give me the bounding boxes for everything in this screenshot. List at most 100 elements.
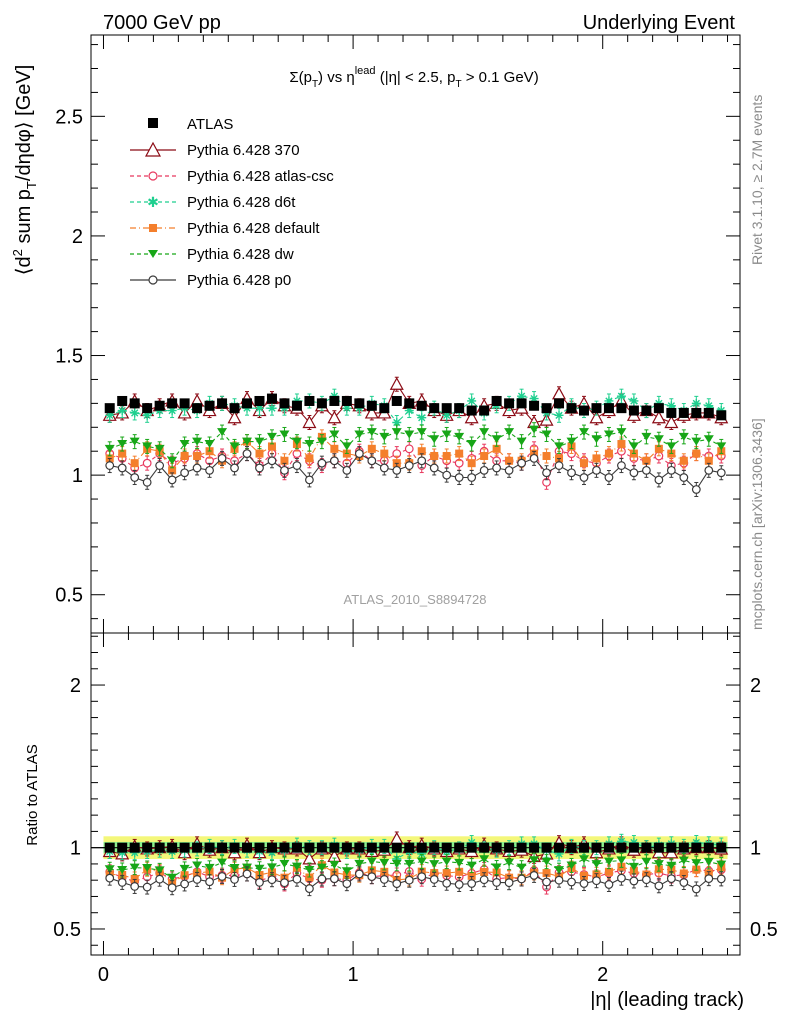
main-point-pythia-6-428-d6t	[704, 401, 714, 411]
main-point-pythia-6-428-d6t	[254, 403, 264, 413]
main-point-atlas	[192, 403, 203, 414]
ratio-point-pythia-6-428-p0	[292, 874, 302, 884]
ratio-point-atlas	[691, 842, 702, 853]
ratio-panel-series	[91, 831, 740, 897]
main-point-pythia-6-428-d6t	[554, 410, 564, 420]
main-point-pythia-6-428-dw	[354, 430, 365, 439]
main-point-pythia-6-428-p0	[704, 465, 714, 475]
main-point-pythia-6-428-p0	[354, 449, 364, 459]
main-point-pythia-6-428-d6t	[404, 406, 414, 416]
main-panel-series	[102, 376, 729, 497]
main-point-pythia-6-428-dw	[404, 430, 415, 439]
ratio-ytick-label: 1	[70, 838, 81, 860]
ratio-point-pythia-6-428-dw	[279, 859, 290, 868]
main-point-pythia-6-428-dw	[179, 440, 190, 449]
main-point-atlas	[279, 398, 290, 409]
ratio-point-pythia-6-428-p0	[492, 878, 502, 887]
ratio-ytick-label-right: 2	[750, 675, 761, 697]
main-point-pythia-6-428-dw	[554, 442, 565, 451]
ratio-point-pythia-6-428-dw	[716, 860, 727, 869]
main-point-atlas	[316, 398, 327, 409]
ratio-point-pythia-6-428-dw	[379, 858, 390, 867]
main-ytick-label: 2.5	[55, 106, 83, 128]
main-point-pythia-6-428-dw	[142, 442, 153, 451]
main-point-pythia-6-428-dw	[254, 437, 265, 446]
ratio-point-atlas	[316, 842, 327, 853]
header-left: 7000 GeV pp	[103, 12, 221, 34]
ratio-point-pythia-6-428-dw	[192, 861, 203, 870]
main-point-pythia-6-428-default	[542, 451, 551, 460]
ratio-point-pythia-6-428-dw	[641, 857, 652, 866]
ratio-point-atlas	[454, 842, 465, 853]
ratio-ytick-label: 0.5	[53, 919, 81, 941]
main-point-pythia-6-428-d6t	[342, 403, 352, 413]
main-point-pythia-6-428-d6t	[616, 391, 626, 401]
main-point-pythia-6-428-370	[651, 410, 666, 424]
main-point-pythia-6-428-dw	[591, 435, 602, 444]
main-point-pythia-6-428-dw	[379, 432, 390, 441]
ratio-series-atlas	[104, 842, 727, 853]
main-panel-title: Σ(pT) vs ηlead (|η| < 2.5, pT > 0.1 GeV)	[289, 65, 538, 90]
ratio-point-pythia-6-428-dw	[429, 860, 440, 869]
ratio-point-pythia-6-428-dw	[678, 856, 689, 865]
main-point-pythia-6-428-p0	[442, 470, 452, 480]
main-y-axis-label: ⟨d2 sum pT/dηdφ⟩ [GeV]	[10, 65, 39, 276]
ratio-point-pythia-6-428-dw	[504, 858, 515, 867]
ratio-point-atlas	[591, 842, 602, 853]
ratio-point-pythia-6-428-d6t	[130, 848, 140, 858]
ratio-point-pythia-6-428-d6t	[467, 838, 477, 848]
main-point-atlas	[304, 395, 315, 406]
ratio-point-pythia-6-428-p0	[404, 875, 414, 885]
ratio-point-atlas	[616, 842, 627, 853]
ratio-point-pythia-6-428-p0	[579, 879, 589, 888]
main-point-atlas	[591, 403, 602, 414]
ratio-point-atlas	[167, 842, 178, 853]
ratio-point-atlas	[491, 842, 502, 853]
main-point-pythia-6-428-d6t	[417, 413, 427, 423]
ratio-point-atlas	[653, 842, 664, 853]
ratio-point-pythia-6-428-dw	[316, 863, 327, 872]
legend: ATLAS Pythia 6.428 370 Pythia 6.428 atla…	[130, 116, 334, 289]
main-point-atlas	[479, 405, 490, 416]
ratio-point-atlas	[529, 842, 540, 853]
ratio-point-atlas	[678, 842, 689, 853]
main-point-pythia-6-428-p0	[467, 473, 477, 482]
ratio-point-pythia-6-428-dw	[466, 861, 477, 870]
main-point-atlas	[628, 405, 639, 416]
main-point-pythia-6-428-dw	[441, 430, 452, 439]
main-point-atlas	[366, 400, 377, 411]
ratio-point-pythia-6-428-p0	[467, 879, 477, 888]
svg-text:ATLAS: ATLAS	[187, 116, 233, 133]
ratio-point-pythia-6-428-p0	[155, 874, 165, 884]
ratio-point-pythia-6-428-p0	[629, 876, 639, 886]
main-point-pythia-6-428-default	[130, 459, 139, 468]
main-point-pythia-6-428-default	[579, 459, 588, 468]
main-point-pythia-6-428-370	[552, 386, 567, 400]
main-point-pythia-6-428-p0	[155, 461, 165, 470]
main-point-pythia-6-428-dw	[266, 432, 277, 441]
svg-text:Pythia 6.428 atlas-csc: Pythia 6.428 atlas-csc	[187, 168, 334, 185]
main-point-pythia-6-428-atlas-csc	[404, 444, 414, 454]
ratio-point-atlas	[666, 842, 677, 853]
main-point-pythia-6-428-p0	[529, 453, 539, 463]
main-point-pythia-6-428-p0	[242, 449, 252, 459]
ratio-point-pythia-6-428-p0	[567, 877, 576, 887]
ratio-point-atlas	[266, 842, 277, 853]
ratio-point-atlas	[217, 842, 228, 853]
main-point-atlas	[142, 403, 153, 414]
main-point-atlas	[242, 398, 253, 409]
ratio-point-atlas	[279, 842, 290, 853]
ratio-point-pythia-6-428-dw	[554, 866, 565, 875]
ratio-point-atlas	[154, 842, 165, 853]
main-point-pythia-6-428-dw	[603, 430, 614, 439]
ratio-point-atlas	[716, 842, 727, 853]
main-point-pythia-6-428-dw	[491, 435, 502, 444]
main-point-atlas	[603, 403, 614, 414]
ratio-point-pythia-6-428-default	[130, 874, 139, 883]
ratio-point-pythia-6-428-dw	[516, 863, 527, 872]
main-point-pythia-6-428-370	[389, 376, 404, 390]
ratio-point-pythia-6-428-dw	[491, 863, 502, 872]
main-point-pythia-6-428-370	[589, 410, 604, 424]
ratio-point-pythia-6-428-dw	[529, 856, 540, 865]
ratio-point-pythia-6-428-dw	[603, 857, 614, 866]
